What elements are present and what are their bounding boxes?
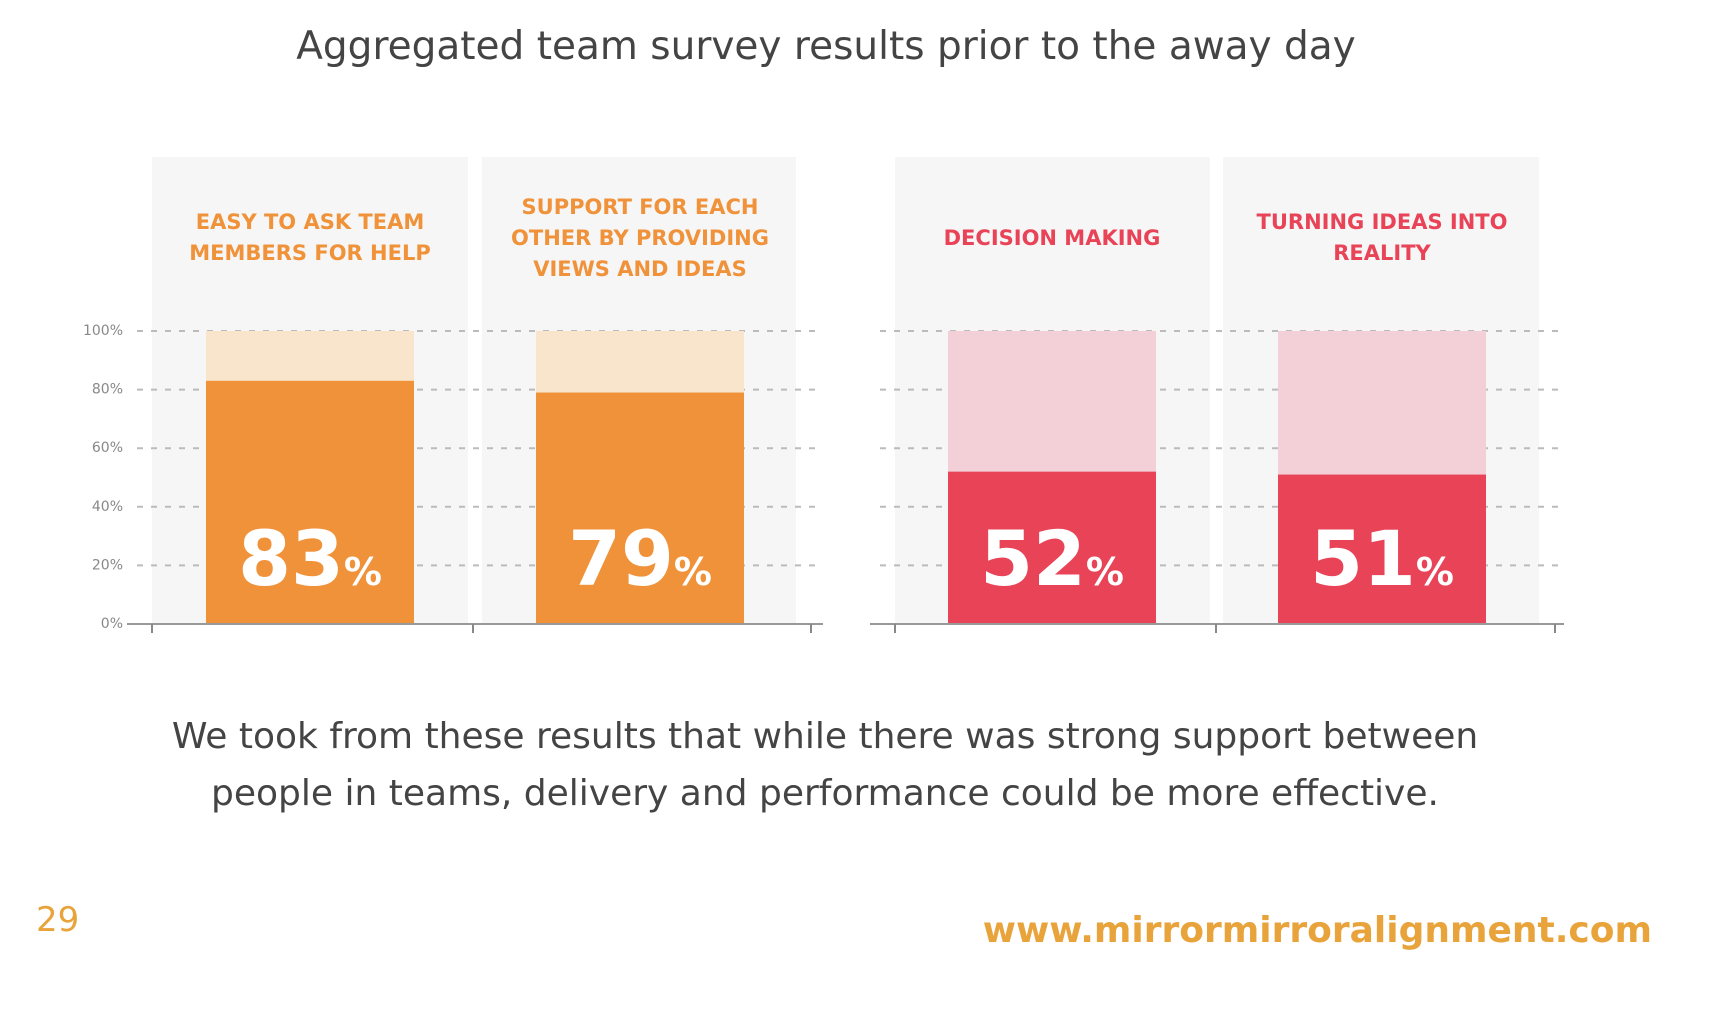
y-tick-label: 80% — [92, 382, 123, 398]
y-tick-label: 40% — [92, 499, 123, 515]
y-tick-label: 0% — [101, 616, 123, 632]
caption: We took from these results that while th… — [171, 716, 1479, 814]
value-label: 83% — [238, 514, 382, 603]
category-label: EASY TO ASK TEAM MEMBERS FOR HELP — [189, 210, 431, 265]
value-label: 79% — [568, 514, 712, 603]
title: Aggregated team survey results prior to … — [296, 24, 1356, 69]
category-label: SUPPORT FOR EACH OTHER BY PROVIDING VIEW… — [511, 194, 769, 281]
bar — [536, 392, 744, 624]
bar — [948, 471, 1156, 624]
chart: 0% 20% 40% 60% 80% 100% 83% 79% 52% 51% — [82, 323, 1564, 633]
y-tick-label: 60% — [92, 440, 123, 456]
y-tick-label: 20% — [92, 557, 123, 573]
bar — [206, 380, 414, 624]
website: www.mirrormirroralignment.com — [982, 910, 1652, 951]
category-label: TURNING IDEAS INTO REALITY — [1256, 210, 1508, 265]
value-label: 51% — [1310, 514, 1454, 603]
category-label: DECISION MAKING — [943, 225, 1161, 250]
value-label: 52% — [980, 514, 1124, 603]
y-tick-label: 100% — [83, 323, 123, 339]
bar — [1278, 474, 1486, 624]
page-number: 29 — [36, 900, 80, 940]
